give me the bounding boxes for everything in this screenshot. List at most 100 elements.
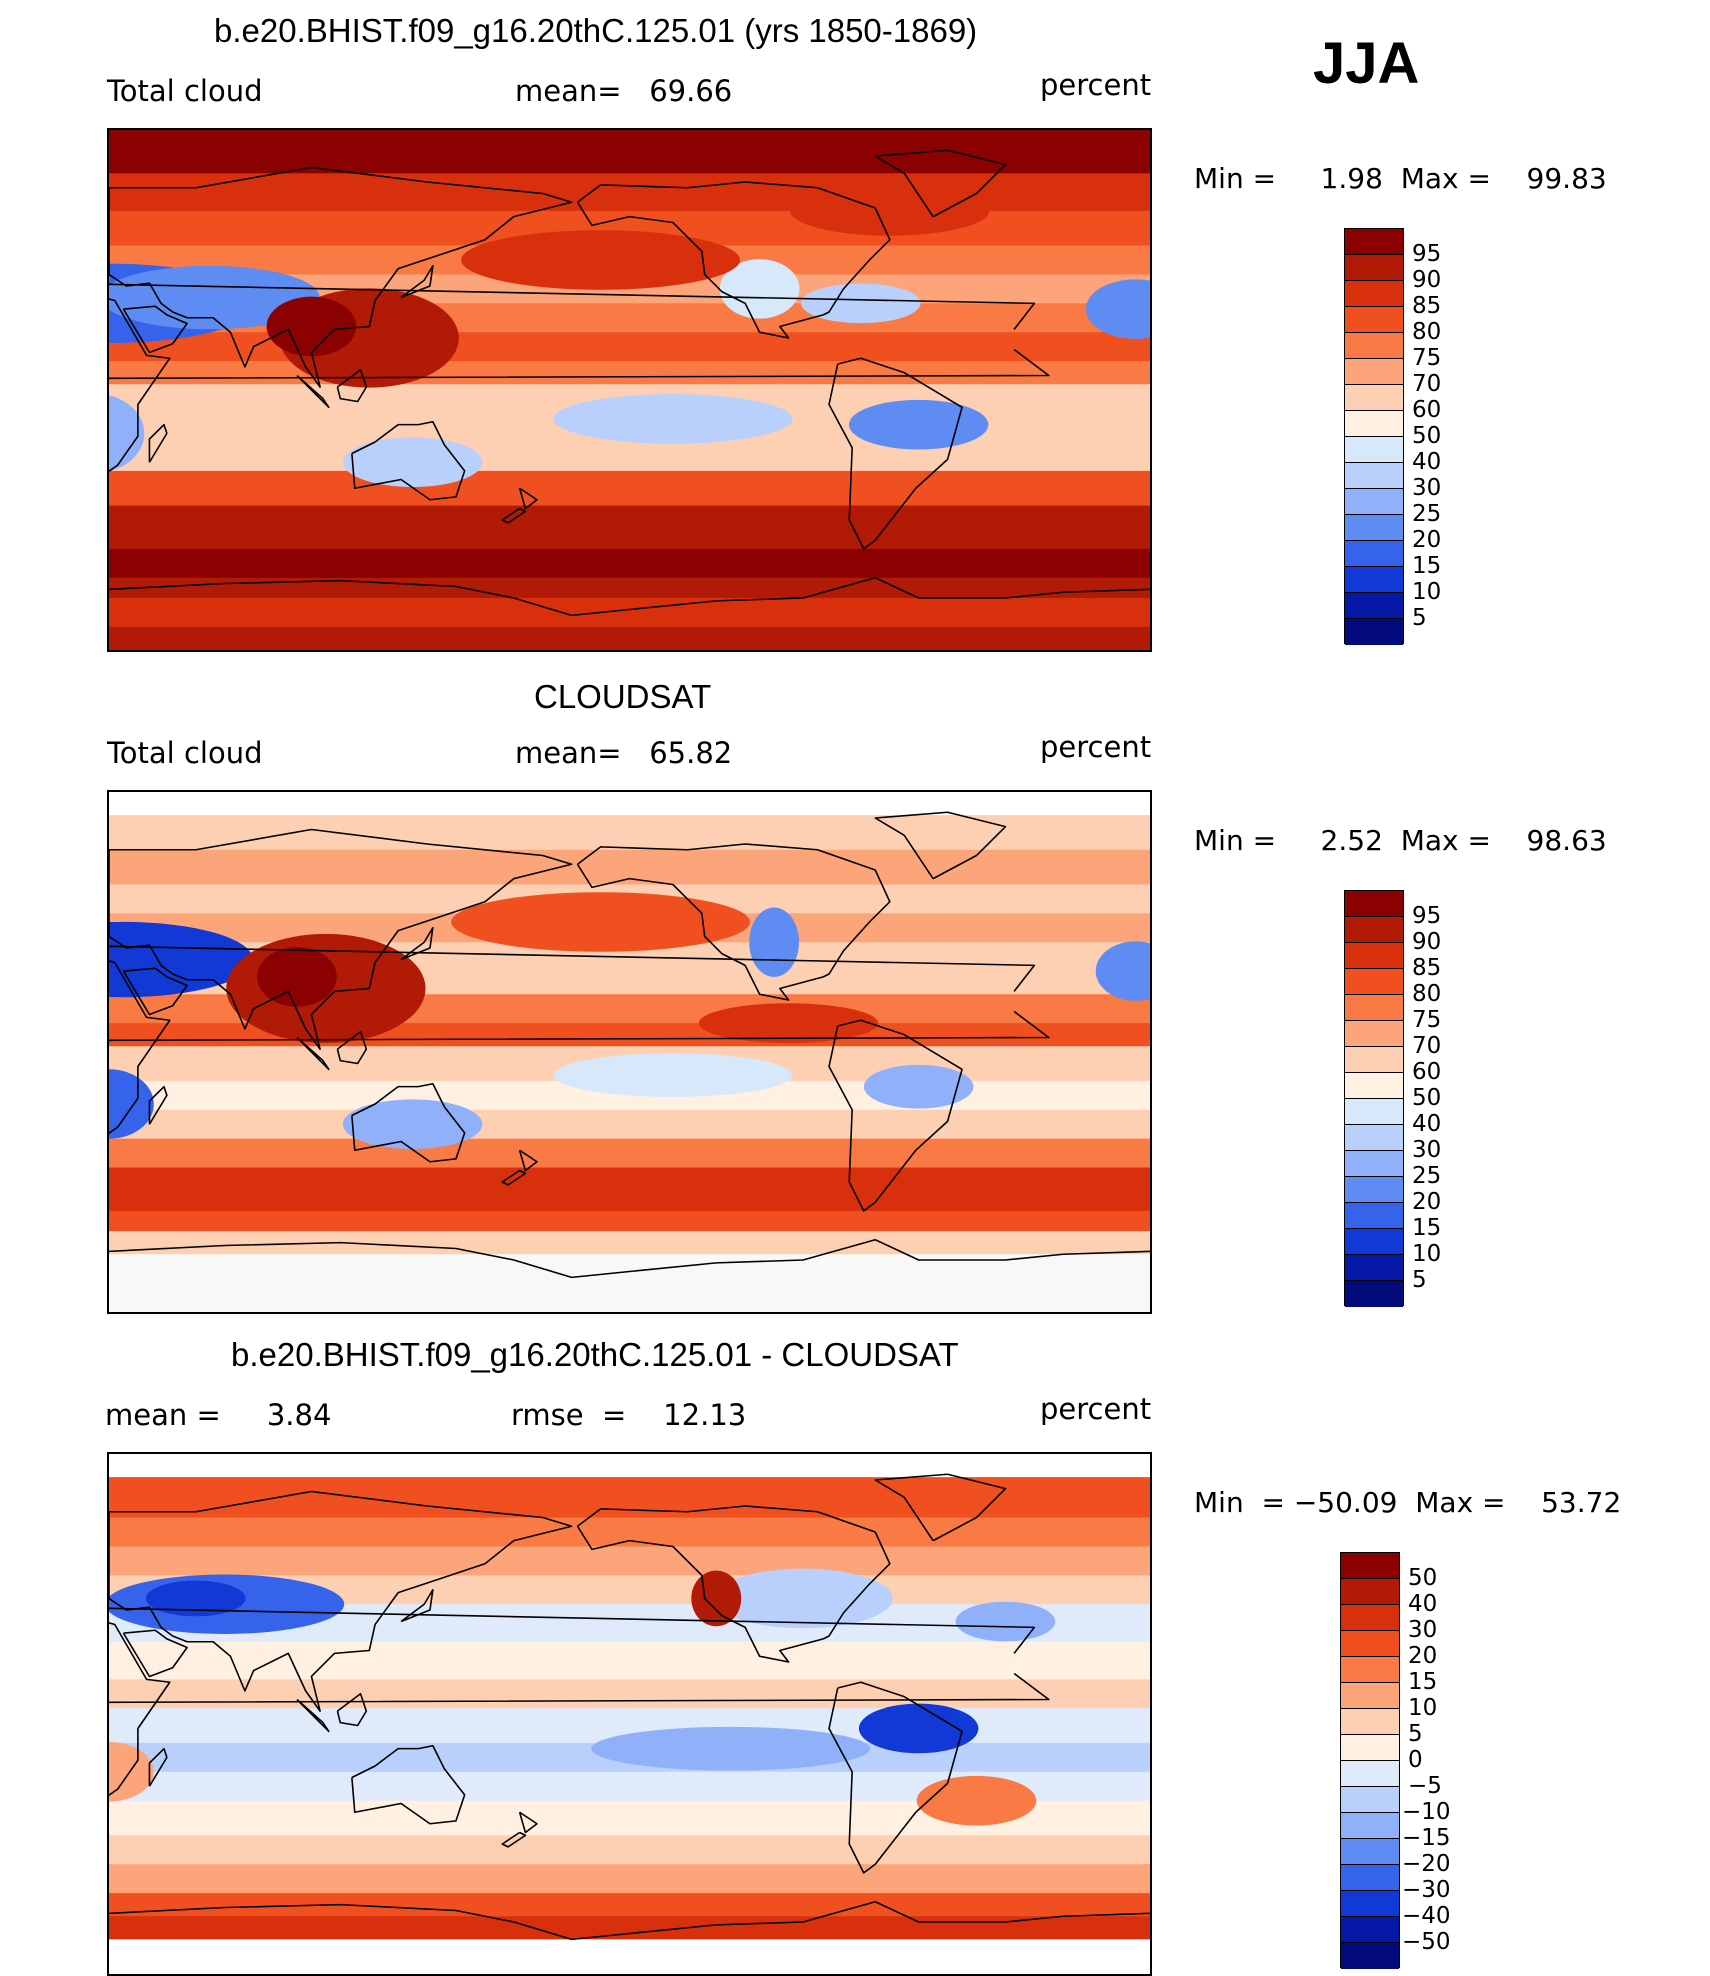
coastline (501, 1831, 527, 1848)
coastline (518, 1149, 538, 1172)
panel-2-variable-label: Total cloud (107, 736, 263, 770)
field-band (109, 130, 1150, 175)
colorbar-swatch (1345, 619, 1403, 645)
colorbar-tick-label: 10 (1412, 1241, 1442, 1267)
colorbar-tick-label: 10 (1412, 579, 1442, 605)
field-band (109, 1254, 1150, 1312)
coastline (336, 1692, 368, 1727)
field-band (109, 849, 1150, 886)
colorbar-swatch (1345, 1151, 1403, 1177)
colorbar-tick-label: 95 (1412, 241, 1442, 267)
field-band (109, 332, 1150, 363)
field-band (109, 815, 1150, 851)
colorbar-swatch (1341, 1787, 1399, 1813)
colorbar-swatch (1345, 463, 1403, 489)
colorbar-swatch (1345, 333, 1403, 359)
coastline (400, 1588, 434, 1623)
colorbar-swatch (1341, 1891, 1399, 1917)
colorbar-tick-label: 70 (1412, 1033, 1442, 1059)
colorbar-swatch (1341, 1813, 1399, 1839)
field-anomaly (801, 283, 921, 324)
colorbar-tick-label: 5 (1408, 1721, 1423, 1747)
field-band (109, 1546, 1150, 1577)
field-band (109, 598, 1150, 628)
field-anomaly (916, 1775, 1037, 1826)
coastline (148, 1085, 168, 1125)
coastline (109, 166, 573, 388)
field-anomaly (257, 947, 337, 1007)
field-anomaly (749, 907, 799, 977)
coastline (336, 1030, 368, 1065)
coastline (109, 1900, 1150, 1941)
field-band (109, 1454, 1150, 1479)
coastline (874, 1473, 1007, 1542)
field-band (109, 1517, 1150, 1548)
colorbar-tick-label: 90 (1412, 267, 1442, 293)
field-anomaly (858, 1703, 979, 1754)
colorbar-tick-label: 75 (1412, 1007, 1442, 1033)
colorbar-tick-label: 15 (1412, 553, 1442, 579)
panel-3-mean-label: mean = 3.84 (105, 1398, 332, 1432)
colorbar-tick-label: 40 (1408, 1591, 1438, 1617)
colorbar-swatch (1345, 1073, 1403, 1099)
colorbar-swatch (1345, 229, 1403, 255)
colorbar-swatch (1345, 359, 1403, 385)
colorbar-tick-label: −5 (1408, 1773, 1442, 1799)
colorbar-tick-label: −30 (1402, 1877, 1451, 1903)
field-band (109, 626, 1150, 650)
coastline (400, 926, 434, 961)
field-band (109, 792, 1150, 817)
panel-1-title: b.e20.BHIST.f09_g16.20thC.125.01 (yrs 18… (214, 12, 978, 49)
coastline (518, 1811, 538, 1834)
field-anomaly (145, 1580, 246, 1617)
map-canvas (109, 792, 1150, 1312)
panel-2-minmax: Min = 2.52 Max = 98.63 (1194, 824, 1607, 857)
field-band (109, 1916, 1150, 1941)
colorbar-tick-label: 25 (1412, 501, 1442, 527)
field-band (109, 1893, 1150, 1918)
colorbar-tick-label: 5 (1412, 605, 1427, 631)
panel-2-units-label: percent (1040, 730, 1152, 764)
colorbar-swatch (1345, 1021, 1403, 1047)
coastline (828, 1019, 963, 1212)
colorbar-swatch (1341, 1735, 1399, 1761)
colorbar-tick-label: 50 (1408, 1565, 1438, 1591)
colorbar-swatch (1345, 1203, 1403, 1229)
colorbar-tick-label: 30 (1412, 1137, 1442, 1163)
colorbar-tick-label: 20 (1412, 1189, 1442, 1215)
coastline (109, 945, 1050, 1135)
field-band (109, 173, 1150, 212)
field-anomaly (863, 1064, 974, 1109)
colorbar-tick-label: −10 (1402, 1799, 1451, 1825)
panel-3-title: b.e20.BHIST.f09_g16.20thC.125.01 - CLOUD… (231, 1336, 959, 1373)
colorbar-tick-label: 15 (1408, 1669, 1438, 1695)
coastline (109, 1238, 1150, 1279)
colorbar-swatch (1341, 1553, 1399, 1579)
colorbar-swatch (1341, 1657, 1399, 1683)
panel-1-minmax: Min = 1.98 Max = 99.83 (1194, 162, 1607, 195)
panel-2-title: CLOUDSAT (534, 678, 712, 715)
colorbar-swatch (1341, 1683, 1399, 1709)
colorbar-swatch (1341, 1839, 1399, 1865)
colorbar-swatch (1345, 1099, 1403, 1125)
field-band (109, 1939, 1150, 1974)
colorbar-swatch (1345, 1177, 1403, 1203)
colorbar-tick-label: 10 (1408, 1695, 1438, 1721)
coastline (336, 368, 368, 403)
coastline (122, 305, 188, 354)
colorbar-swatch (1345, 1255, 1403, 1281)
panel-3-minmax: Min = −50.09 Max = 53.72 (1194, 1486, 1622, 1519)
field-band (109, 1641, 1150, 1681)
field-band (109, 1477, 1150, 1519)
colorbar-tick-label: −15 (1402, 1825, 1451, 1851)
colorbar-tick-label: 30 (1412, 475, 1442, 501)
coastline (296, 1036, 330, 1071)
colorbar-swatch (1341, 1761, 1399, 1787)
field-band (109, 1864, 1150, 1895)
colorbar-tick-label: 60 (1412, 1059, 1442, 1085)
coastline (122, 967, 188, 1016)
field-anomaly (698, 1003, 879, 1043)
coastline (874, 149, 1007, 218)
coastline (400, 264, 434, 299)
field-anomaly (1085, 279, 1150, 339)
